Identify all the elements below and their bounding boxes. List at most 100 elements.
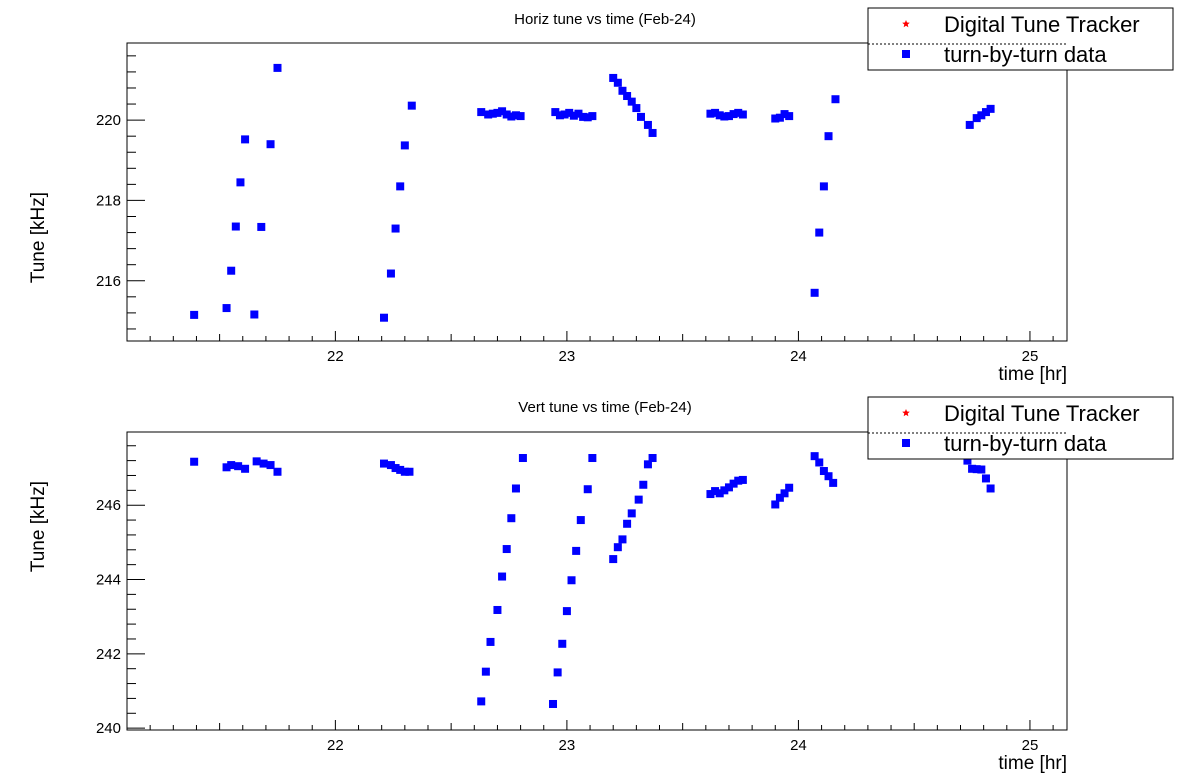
vert-data-point [810, 452, 819, 461]
horiz-data-point [396, 182, 405, 191]
vert-data-point [968, 464, 977, 473]
horiz-data-point [507, 112, 516, 121]
vert-chart-title: Vert tune vs time (Feb-24) [518, 399, 691, 416]
horiz-data-point [511, 111, 520, 120]
vert-data-point [775, 493, 784, 502]
vert-data-point [609, 555, 618, 564]
horiz-data-point [407, 101, 416, 110]
vert-data-point [819, 467, 828, 476]
horiz-chart-title: Horiz tune vs time (Feb-24) [514, 11, 696, 28]
vert-data-point [720, 486, 729, 495]
horiz-legend-box [867, 7, 1174, 71]
horiz-data-point [724, 112, 733, 121]
horiz-data-point [502, 110, 511, 119]
horiz-data-point [648, 128, 657, 137]
horiz-y-axis-title: Tune [kHz] [28, 192, 49, 283]
horiz-data-point [618, 86, 627, 95]
vert-data-point [562, 607, 571, 616]
vert-data-point [486, 637, 495, 646]
vert-data-point [227, 461, 236, 470]
vert-data-point [634, 495, 643, 504]
horiz-data-point [379, 313, 388, 322]
horiz-data-point [588, 112, 597, 121]
vert-data-point [648, 454, 657, 463]
horiz-y-tick-label: 218 [96, 192, 121, 209]
vert-data-point [481, 667, 490, 676]
vert-data-point [729, 479, 738, 488]
vert-legend-square-marker [902, 439, 910, 447]
horiz-data-point [632, 104, 641, 113]
vert-data-point [511, 484, 520, 493]
vert-data-point [502, 545, 511, 554]
horiz-data-point [775, 113, 784, 122]
horiz-data-point [715, 111, 724, 120]
vert-data-point [549, 699, 558, 708]
vert-data-point [780, 489, 789, 498]
horiz-data-point [965, 120, 974, 129]
vert-data-point [498, 572, 507, 581]
horiz-data-point [236, 178, 245, 187]
vert-y-tick-label: 242 [96, 646, 121, 663]
vert-x-tick-label: 24 [790, 737, 807, 754]
horiz-legend-label: Digital Tune Tracker [944, 12, 1140, 37]
horiz-data-point [569, 111, 578, 120]
vert-x-tick-label: 25 [1022, 737, 1039, 754]
horiz-data-point [551, 108, 560, 117]
vert-data-point [190, 457, 199, 466]
vert-data-point [234, 462, 243, 471]
horiz-data-point [250, 310, 259, 319]
horiz-data-point [583, 113, 592, 122]
vert-y-axis-title: Tune [kHz] [28, 481, 49, 572]
horiz-data-point [977, 111, 986, 120]
vert-y-tick-label: 246 [96, 497, 121, 514]
vert-data-point [259, 459, 268, 468]
vert-x-tick-label: 22 [327, 737, 344, 754]
vert-data-point [771, 500, 780, 509]
horiz-legend-star-marker [902, 20, 910, 28]
horiz-data-point [627, 97, 636, 106]
vert-data-point [986, 484, 995, 493]
vert-data-point [558, 639, 567, 648]
vert-data-point [518, 454, 527, 463]
vert-data-point [507, 514, 516, 523]
vert-data-point [734, 476, 743, 485]
vert-data-point [639, 480, 648, 489]
vert-data-point [567, 576, 576, 585]
horiz-data-point [720, 112, 729, 121]
horiz-data-point [574, 109, 583, 118]
horiz-data-point [623, 92, 632, 101]
horiz-x-axis-title: time [hr] [998, 364, 1067, 385]
vert-data-point [977, 465, 986, 474]
vert-data-point [627, 509, 636, 518]
vert-data-point [241, 464, 250, 473]
horiz-data-point [609, 73, 618, 82]
vert-data-point [724, 483, 733, 492]
vert-x-axis-title: time [hr] [998, 753, 1067, 774]
horiz-data-point [734, 108, 743, 117]
vert-y-tick-label: 244 [96, 572, 121, 589]
horiz-data-point [706, 109, 715, 118]
horiz-data-point [257, 222, 266, 231]
vert-x-tick-label: 23 [559, 737, 576, 754]
horiz-data-point [831, 95, 840, 104]
horiz-data-point [386, 269, 395, 278]
horiz-x-tick-label: 24 [790, 348, 807, 365]
horiz-data-point [636, 112, 645, 121]
horiz-data-point [222, 304, 231, 313]
vert-data-point [715, 489, 724, 498]
horiz-data-point [771, 114, 780, 123]
vert-data-point [405, 467, 414, 476]
horiz-data-point [484, 110, 493, 119]
vert-data-point [386, 461, 395, 470]
vert-data-point [613, 543, 622, 552]
horiz-x-tick-label: 22 [327, 348, 344, 365]
horiz-data-point [819, 182, 828, 191]
vert-data-point [643, 460, 652, 469]
vert-data-point [493, 605, 502, 614]
vert-data-point [785, 483, 794, 492]
vert-data-point [273, 467, 282, 476]
horiz-data-point [738, 110, 747, 119]
vert-legend-box [867, 396, 1174, 460]
horiz-data-point [560, 110, 569, 119]
